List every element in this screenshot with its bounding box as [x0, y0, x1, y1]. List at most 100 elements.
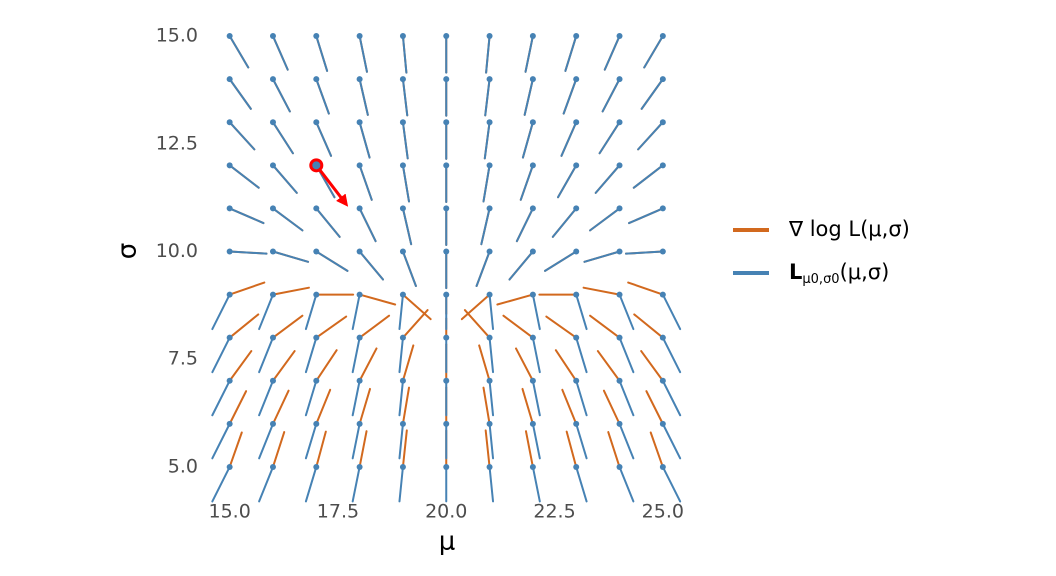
grid-point: [486, 334, 493, 341]
vector-segment: [228, 35, 250, 69]
grid-point: [313, 76, 320, 83]
vector-segment: [531, 336, 541, 374]
grid-point: [356, 119, 363, 126]
grid-point: [399, 33, 406, 40]
vector-segment: [228, 390, 248, 425]
vector-segment: [575, 336, 588, 374]
blue-layer: [211, 35, 682, 503]
grid-point: [356, 291, 363, 298]
vector-segment: [304, 465, 318, 503]
vector-segment: [258, 422, 274, 460]
vector-segment: [637, 121, 664, 151]
grid-point: [313, 119, 320, 126]
vector-segment: [598, 121, 621, 155]
vector-segment: [483, 121, 491, 160]
vector-segment: [575, 379, 588, 417]
vector-segment: [618, 379, 635, 417]
grid-point: [226, 291, 233, 298]
vector-segment: [562, 78, 578, 115]
grid-point: [443, 334, 450, 341]
vector-segment: [401, 207, 413, 246]
grid-point: [616, 119, 623, 126]
vector-segment: [661, 465, 682, 503]
vector-segment: [401, 344, 415, 382]
grid-point: [356, 334, 363, 341]
grid-point: [356, 463, 363, 470]
grid-point: [226, 205, 233, 212]
grid-point: [269, 420, 276, 427]
vector-segment: [211, 379, 231, 417]
vector-segment: [596, 350, 621, 382]
vector-segment: [228, 250, 268, 255]
grid-point: [269, 377, 276, 384]
vector-segment: [401, 293, 432, 321]
grid-point: [486, 119, 493, 126]
grid-point: [356, 420, 363, 427]
grid-point: [529, 334, 536, 341]
vector-segment: [589, 314, 621, 339]
grid-point: [443, 33, 450, 40]
grid-point: [399, 377, 406, 384]
grid-point: [443, 420, 450, 427]
vector-segment: [315, 315, 348, 339]
vector-segment: [628, 207, 664, 225]
vector-segment: [632, 164, 664, 189]
vector-segment: [618, 293, 635, 331]
vector-segment: [589, 207, 621, 232]
y-tick-label: 7.5: [168, 348, 198, 370]
grid-point: [486, 377, 493, 384]
vector-segment: [531, 465, 541, 503]
grid-point: [313, 291, 320, 298]
grid-point: [269, 248, 276, 255]
grid-point: [486, 248, 493, 255]
vector-segment: [271, 431, 286, 468]
vector-segment: [315, 207, 341, 238]
grid-point: [573, 377, 580, 384]
vector-segment: [618, 465, 635, 503]
grid-point: [573, 463, 580, 470]
grid-point: [399, 248, 406, 255]
grid-point: [659, 248, 666, 255]
vector-segment: [228, 350, 253, 382]
vector-segment: [258, 293, 274, 331]
vector-segment: [531, 422, 541, 460]
grid-point: [356, 377, 363, 384]
vector-segment: [398, 336, 404, 374]
vector-segment: [358, 207, 377, 243]
vector-segment: [315, 35, 329, 72]
vector-segment: [521, 121, 534, 159]
grid-point: [573, 420, 580, 427]
grid-point: [443, 205, 450, 212]
highlight-arrow: [315, 164, 349, 207]
vector-segment: [485, 35, 491, 74]
vector-segment: [358, 78, 369, 116]
vector-segment: [565, 430, 578, 468]
grid-point: [486, 463, 493, 470]
grid-point: [356, 248, 363, 255]
grid-point: [529, 76, 536, 83]
vector-segment: [228, 164, 260, 189]
vector-segment: [401, 309, 429, 339]
legend-label-sub: μ0,σ0: [802, 272, 839, 287]
vector-segment: [627, 281, 664, 296]
grid-point: [529, 162, 536, 169]
vector-segment: [482, 164, 491, 203]
vector-segment: [211, 465, 231, 503]
grid-point: [486, 205, 493, 212]
vector-segment: [594, 164, 621, 194]
vector-segment: [271, 207, 304, 232]
vector-segment: [564, 35, 578, 72]
vector-segment: [575, 465, 588, 503]
vector-segment: [601, 78, 621, 113]
vector-segment: [607, 431, 621, 468]
vector-segment: [398, 422, 404, 460]
grid-point: [616, 205, 623, 212]
grid-point: [356, 205, 363, 212]
vector-segment: [315, 250, 349, 272]
vector-segment: [488, 465, 495, 503]
vector-segment: [398, 293, 404, 331]
grid-point: [659, 119, 666, 126]
grid-point: [269, 33, 276, 40]
grid-point: [529, 119, 536, 126]
